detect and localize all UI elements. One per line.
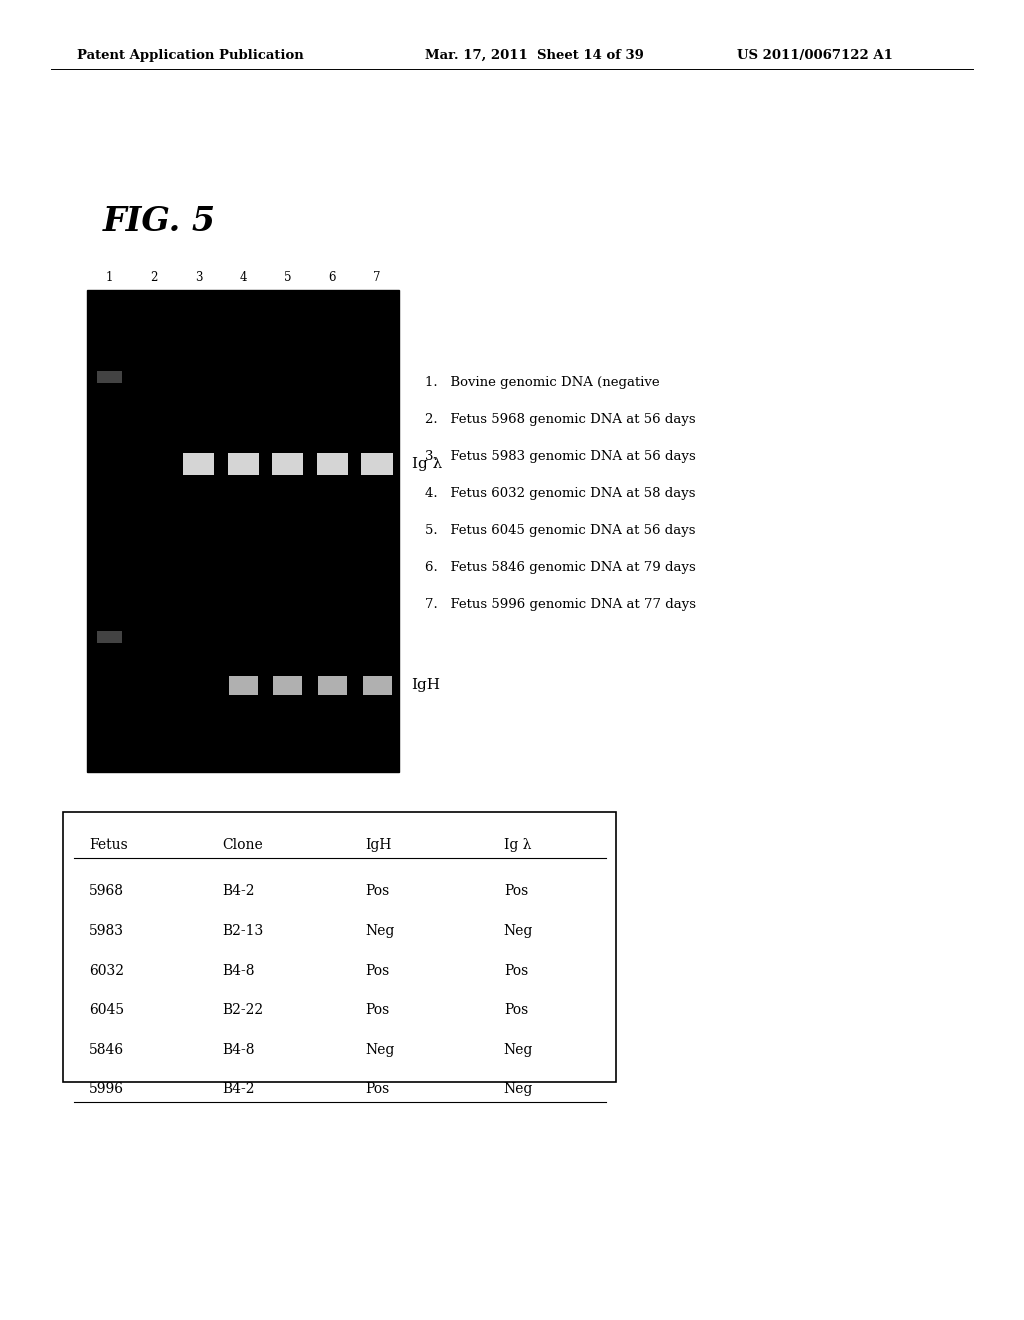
Text: 6.   Fetus 5846 genomic DNA at 79 days: 6. Fetus 5846 genomic DNA at 79 days	[425, 561, 695, 574]
Bar	[97, 371, 122, 383]
Text: 6032: 6032	[89, 964, 124, 978]
Bar	[273, 676, 302, 694]
Text: Mar. 17, 2011  Sheet 14 of 39: Mar. 17, 2011 Sheet 14 of 39	[425, 49, 644, 62]
Text: IgH: IgH	[412, 678, 440, 693]
Text: Patent Application Publication: Patent Application Publication	[77, 49, 303, 62]
Text: Ig λ: Ig λ	[412, 457, 442, 471]
Text: 6045: 6045	[89, 1003, 124, 1018]
Text: Pos: Pos	[366, 1082, 390, 1097]
Text: 5996: 5996	[89, 1082, 124, 1097]
Text: 5.   Fetus 6045 genomic DNA at 56 days: 5. Fetus 6045 genomic DNA at 56 days	[425, 524, 695, 537]
Bar	[227, 453, 259, 475]
Text: 3: 3	[195, 271, 203, 284]
Text: 5: 5	[284, 271, 292, 284]
Text: 5983: 5983	[89, 924, 124, 939]
Text: Pos: Pos	[504, 964, 528, 978]
Text: B4-8: B4-8	[222, 1043, 255, 1057]
Bar	[87, 290, 399, 772]
Bar	[97, 631, 122, 643]
Bar	[361, 453, 392, 475]
Text: 1.   Bovine genomic DNA (negative: 1. Bovine genomic DNA (negative	[425, 376, 659, 389]
Text: Pos: Pos	[366, 1003, 390, 1018]
Bar	[317, 676, 347, 694]
Text: 4: 4	[240, 271, 247, 284]
Text: 2: 2	[151, 271, 158, 284]
Text: FIG. 5: FIG. 5	[102, 205, 215, 238]
Text: 5846: 5846	[89, 1043, 124, 1057]
Bar	[272, 453, 303, 475]
Text: Neg: Neg	[504, 1043, 534, 1057]
Text: Neg: Neg	[504, 924, 534, 939]
Text: Pos: Pos	[504, 884, 528, 899]
Text: 7.   Fetus 5996 genomic DNA at 77 days: 7. Fetus 5996 genomic DNA at 77 days	[425, 598, 696, 611]
Bar	[316, 453, 348, 475]
Text: Neg: Neg	[504, 1082, 534, 1097]
Text: 5968: 5968	[89, 884, 124, 899]
Text: B4-2: B4-2	[222, 884, 255, 899]
Text: 1: 1	[105, 271, 113, 284]
Text: Neg: Neg	[366, 1043, 395, 1057]
Bar	[63, 812, 616, 1082]
Bar	[228, 676, 258, 694]
Bar	[362, 676, 391, 694]
Text: Clone: Clone	[222, 838, 263, 853]
Text: Neg: Neg	[366, 924, 395, 939]
Text: Pos: Pos	[366, 964, 390, 978]
Text: 4.   Fetus 6032 genomic DNA at 58 days: 4. Fetus 6032 genomic DNA at 58 days	[425, 487, 695, 500]
Text: 2.   Fetus 5968 genomic DNA at 56 days: 2. Fetus 5968 genomic DNA at 56 days	[425, 413, 695, 426]
Text: B4-2: B4-2	[222, 1082, 255, 1097]
Text: 6: 6	[329, 271, 336, 284]
Text: IgH: IgH	[366, 838, 392, 853]
Text: Ig λ: Ig λ	[504, 838, 531, 853]
Bar	[183, 453, 214, 475]
Text: B4-8: B4-8	[222, 964, 255, 978]
Text: B2-22: B2-22	[222, 1003, 263, 1018]
Text: Pos: Pos	[504, 1003, 528, 1018]
Text: 3.   Fetus 5983 genomic DNA at 56 days: 3. Fetus 5983 genomic DNA at 56 days	[425, 450, 695, 463]
Text: B2-13: B2-13	[222, 924, 263, 939]
Text: Fetus: Fetus	[89, 838, 128, 853]
Text: US 2011/0067122 A1: US 2011/0067122 A1	[737, 49, 893, 62]
Text: 7: 7	[374, 271, 381, 284]
Text: Pos: Pos	[366, 884, 390, 899]
